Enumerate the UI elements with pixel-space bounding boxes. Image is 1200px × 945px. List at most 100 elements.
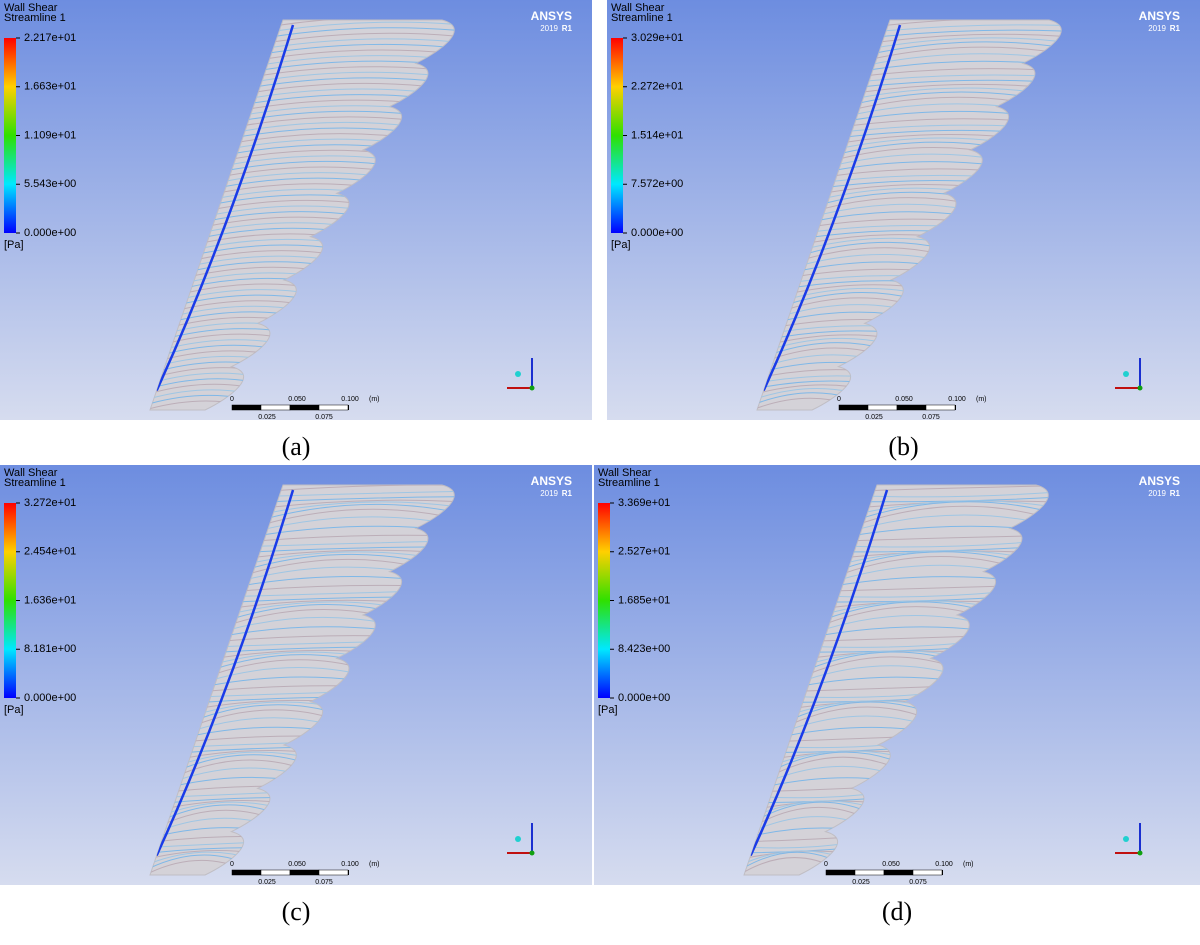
legend-title: Wall Shear xyxy=(598,467,652,479)
scale-segment xyxy=(925,404,956,411)
scale-label: 0 xyxy=(824,861,828,868)
streamline xyxy=(255,77,442,88)
scale-label: 0.050 xyxy=(882,861,900,868)
scale-segment xyxy=(838,404,869,411)
streamline xyxy=(864,74,1052,82)
scale-label: 0.100 xyxy=(935,861,953,868)
streamline xyxy=(881,24,1062,32)
streamline xyxy=(858,505,1049,525)
streamline xyxy=(871,46,1062,60)
scale-label: 0 xyxy=(230,861,234,868)
unit-label: [Pa] xyxy=(611,239,631,251)
scale-label: 0.050 xyxy=(288,861,306,868)
scale-segment xyxy=(231,404,262,411)
axis-x xyxy=(1123,371,1129,377)
scale-label: (m) xyxy=(369,396,380,403)
scale-label: 0.075 xyxy=(315,879,333,885)
legend-tick-label: 0.000e+00 xyxy=(618,692,670,704)
streamline xyxy=(879,29,1062,38)
streamline xyxy=(865,68,1056,77)
legend-subtitle: Streamline 1 xyxy=(598,477,660,489)
scale-segment xyxy=(883,869,914,876)
streamline xyxy=(251,551,435,564)
axis-x xyxy=(515,836,521,842)
streamline xyxy=(243,576,422,586)
axis-origin xyxy=(529,850,535,856)
legend-tick-label: 0.000e+00 xyxy=(631,227,683,239)
scale-segment xyxy=(825,869,856,876)
release: R1 xyxy=(1170,489,1181,498)
axis-x xyxy=(1123,836,1129,842)
wing xyxy=(743,484,1049,876)
leading-vortex xyxy=(155,24,295,392)
legend-tick-label: 7.572e+00 xyxy=(631,178,683,190)
scale-label: 0.050 xyxy=(895,396,913,403)
unit-label: [Pa] xyxy=(598,704,618,716)
streamline xyxy=(845,129,1018,138)
streamline xyxy=(266,43,455,54)
legend-tick-label: 5.543e+00 xyxy=(24,178,76,190)
scale-segment xyxy=(854,869,885,876)
streamline xyxy=(268,38,455,49)
scale-label: 0.050 xyxy=(288,396,306,403)
scale-label: 0.100 xyxy=(341,396,359,403)
streamline xyxy=(276,485,455,492)
streamline xyxy=(270,32,455,43)
streamline xyxy=(239,590,415,597)
streamline xyxy=(860,83,1046,93)
version: 2019 xyxy=(1148,489,1166,498)
streamline xyxy=(266,503,455,519)
release: R1 xyxy=(562,24,573,33)
scale-label: 0.100 xyxy=(948,396,966,403)
scale-segment xyxy=(289,404,320,411)
streamline xyxy=(788,715,928,731)
scale-label: 0.075 xyxy=(315,414,333,420)
streamline xyxy=(852,535,1043,542)
legend-tick-label: 2.217e+01 xyxy=(24,32,76,44)
legend-tick-label: 1.685e+01 xyxy=(618,594,670,606)
colorbar xyxy=(4,38,16,233)
legend-tick-label: 0.000e+00 xyxy=(24,227,76,239)
legend-tick-label: 1.109e+01 xyxy=(24,129,76,141)
axis-origin xyxy=(1137,385,1143,391)
streamline xyxy=(851,540,1039,548)
scale-label: 0.075 xyxy=(909,879,927,885)
caption: (a) xyxy=(281,432,311,461)
streamline xyxy=(870,485,1049,492)
streamline xyxy=(846,124,1022,132)
streamline xyxy=(883,20,1062,27)
scale-segment xyxy=(348,870,349,875)
legend-title: Wall Shear xyxy=(4,2,58,14)
scale-label: 0.025 xyxy=(258,414,276,420)
legend-title: Wall Shear xyxy=(4,467,58,479)
legend-tick-label: 1.636e+01 xyxy=(24,594,76,606)
streamline xyxy=(862,500,1049,514)
colorbar xyxy=(611,38,623,233)
scale-label: 0 xyxy=(837,396,841,403)
release: R1 xyxy=(562,489,573,498)
streamline xyxy=(241,584,418,592)
brand: ANSYS xyxy=(1139,9,1180,23)
brand: ANSYS xyxy=(531,9,572,23)
streamline xyxy=(239,121,415,132)
streamline xyxy=(264,508,455,525)
leading-vortex xyxy=(749,489,889,857)
unit-label: [Pa] xyxy=(4,239,24,251)
legend-tick-label: 8.181e+00 xyxy=(24,643,76,655)
streamline xyxy=(837,576,1016,586)
scale-segment xyxy=(912,869,943,876)
scale-segment xyxy=(260,869,291,876)
version: 2019 xyxy=(540,489,558,498)
legend-subtitle: Streamline 1 xyxy=(611,12,673,24)
streamline xyxy=(258,534,449,542)
scale-label: (m) xyxy=(369,861,380,868)
streamline xyxy=(241,116,418,127)
streamline xyxy=(272,496,455,503)
legend-tick-label: 2.272e+01 xyxy=(631,81,683,93)
streamline xyxy=(848,118,1025,127)
streamline xyxy=(253,549,439,558)
scale-segment xyxy=(348,405,349,410)
